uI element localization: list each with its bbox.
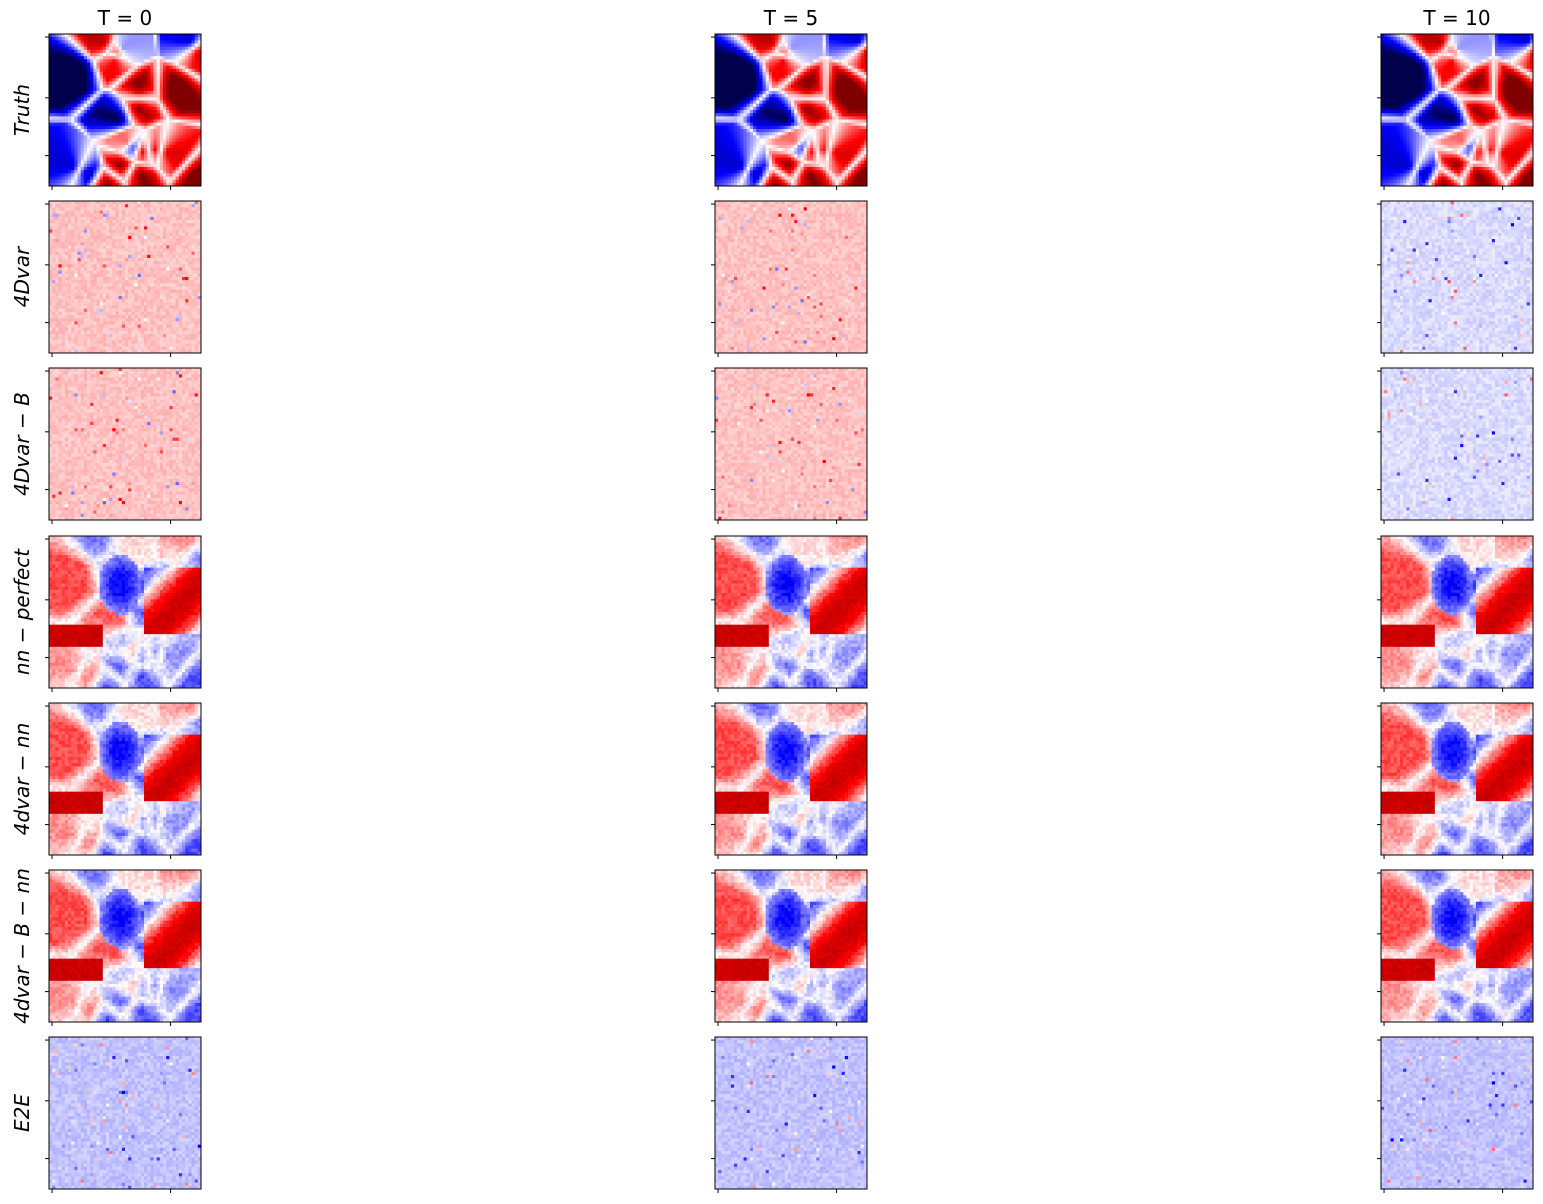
panel-4dvar-b-t0: [45, 368, 201, 524]
panel-4dvar-b-t5: [711, 368, 867, 524]
row-label-truth: Truth: [10, 84, 34, 136]
panel-4dvar-b-nn-t5: [711, 870, 867, 1026]
panel-4dvar-t5: [711, 201, 867, 357]
panel-e2e-t0: [45, 1037, 201, 1193]
panel-4dvar-b-t10: [1377, 368, 1533, 524]
row-labels: Truth 4Dvar 4Dvar − B nn − perfect 4dvar − n…: [10, 84, 34, 1132]
panel-4dvar-b-nn-t0: [45, 870, 201, 1026]
column-title-t10: T = 10: [1422, 6, 1490, 30]
panel-4dvar-t10: [1377, 201, 1533, 357]
panel-nn-perfect-t0: [45, 536, 201, 692]
row-label-nn-perfect: nn − perfect: [10, 548, 34, 675]
row-label-4dvar-b-nn: 4dvar − B − nn: [10, 868, 34, 1024]
column-title-t5: T = 5: [763, 6, 818, 30]
panel-nn-perfect-t10: [1377, 536, 1533, 692]
panel-truth-t0: [45, 34, 201, 190]
panel-grid: [45, 34, 1533, 1193]
row-label-4dvar-b: 4Dvar − B: [10, 392, 34, 496]
panel-4dvar-nn-t5: [711, 703, 867, 859]
panel-truth-t5: [711, 34, 867, 190]
row-label-4dvar-nn: 4dvar − nn: [10, 723, 34, 836]
panel-4dvar-nn-t10: [1377, 703, 1533, 859]
panel-4dvar-t0: [45, 201, 201, 357]
panel-nn-perfect-t5: [711, 536, 867, 692]
column-title-t0: T = 0: [97, 6, 152, 30]
panel-e2e-t5: [711, 1037, 867, 1193]
column-titles: T = 0 T = 5 T = 10: [97, 6, 1491, 30]
panel-e2e-t10: [1377, 1037, 1533, 1193]
panel-4dvar-nn-t0: [45, 703, 201, 859]
row-label-4dvar: 4Dvar: [10, 245, 34, 307]
panel-4dvar-b-nn-t10: [1377, 870, 1533, 1026]
row-label-e2e: E2E: [10, 1094, 34, 1132]
panel-truth-t10: [1377, 34, 1533, 190]
